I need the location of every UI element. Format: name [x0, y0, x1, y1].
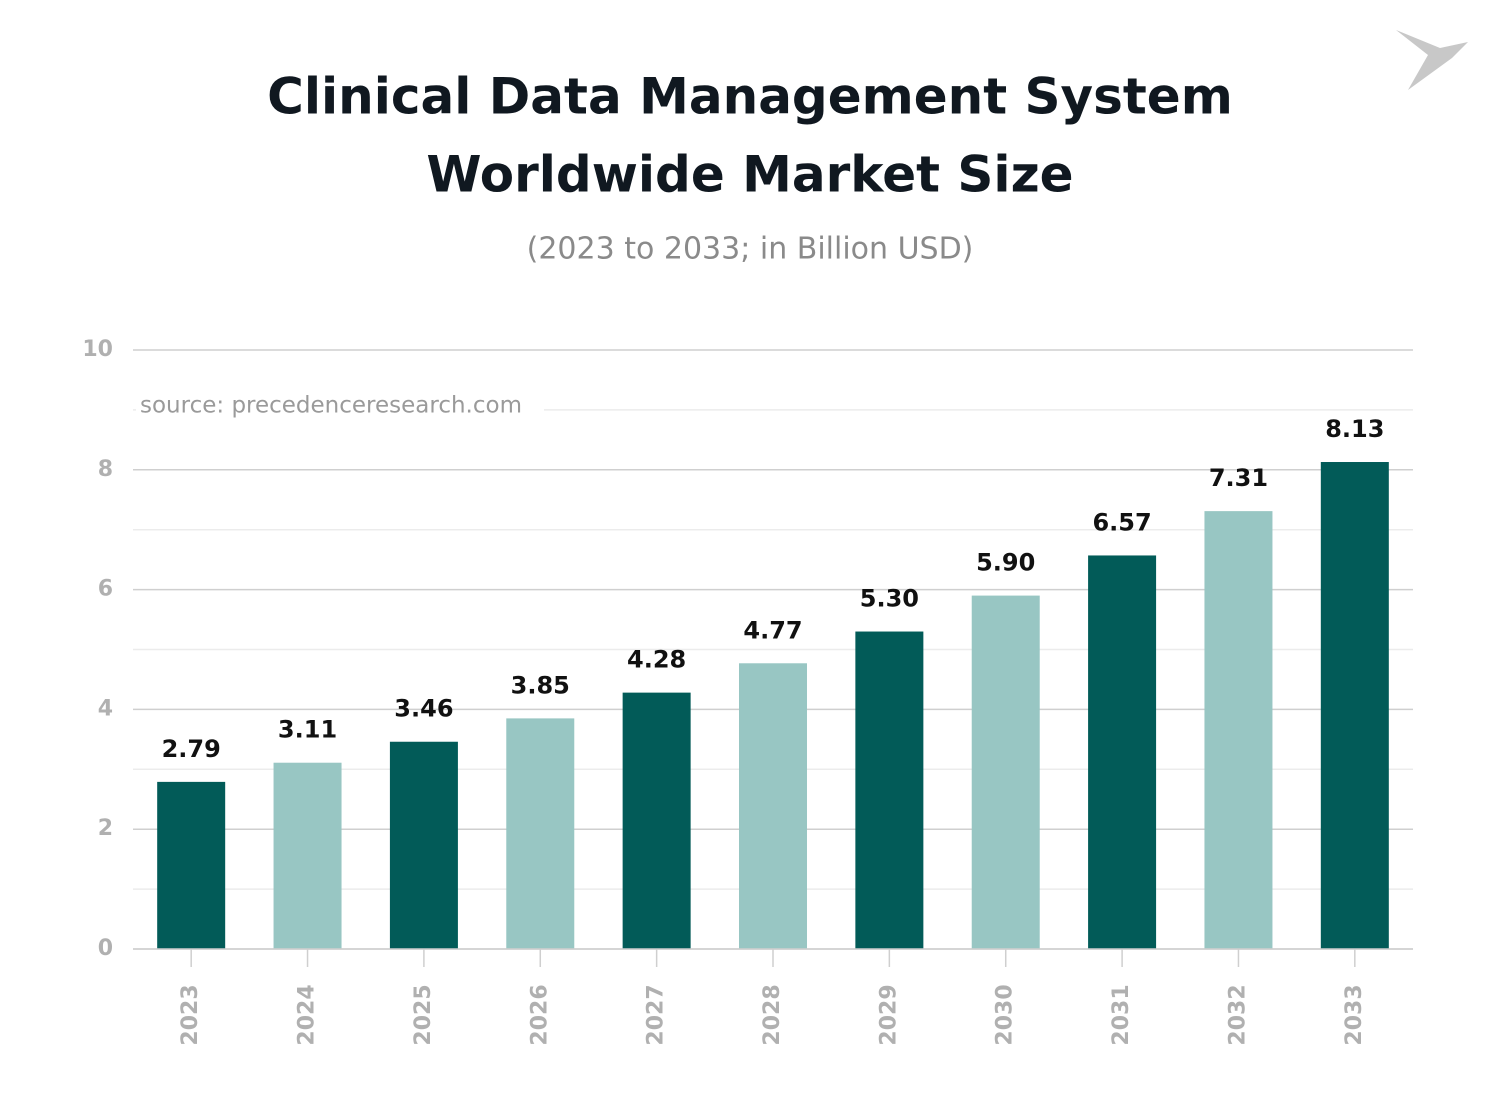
- value-label: 3.85: [511, 671, 570, 699]
- bar: [273, 762, 342, 949]
- x-tick-label: 2029: [876, 984, 901, 1045]
- y-tick-label: 4: [98, 696, 113, 721]
- value-label: 3.11: [278, 716, 337, 744]
- x-tick-label: 2023: [178, 984, 203, 1045]
- bar: [1088, 555, 1157, 949]
- x-tick-label: 2032: [1225, 984, 1250, 1045]
- bar: [971, 595, 1040, 949]
- logo-bird: [1396, 30, 1468, 90]
- x-tick-label: 2027: [644, 984, 669, 1045]
- value-label: 5.90: [976, 549, 1035, 577]
- x-tick-label: 2031: [1109, 984, 1134, 1045]
- x-tick-label: 2033: [1342, 984, 1367, 1045]
- y-tick-label: 10: [82, 337, 113, 362]
- y-tick-label: 6: [98, 577, 113, 602]
- value-label: 7.31: [1209, 464, 1268, 492]
- x-tick-label: 2026: [527, 984, 552, 1045]
- x-tick-label: 2028: [760, 984, 785, 1045]
- x-tick-label: 2025: [411, 984, 436, 1045]
- chart-title: Worldwide Market Size: [426, 146, 1073, 204]
- value-label: 2.79: [162, 735, 221, 763]
- source-note: source: precedenceresearch.com: [140, 393, 522, 419]
- bar: [1320, 462, 1389, 949]
- bar: [739, 663, 807, 949]
- bar: [1204, 511, 1273, 949]
- logo: [1396, 30, 1468, 90]
- y-tick-label: 2: [98, 816, 113, 841]
- chart-subtitle: (2023 to 2033; in Billion USD): [527, 232, 974, 267]
- chart-title: Clinical Data Management System: [267, 68, 1233, 126]
- y-tick-label: 0: [98, 936, 113, 961]
- value-label: 8.13: [1325, 415, 1384, 443]
- bar: [506, 718, 575, 949]
- value-label: 4.28: [627, 646, 686, 674]
- value-label: 6.57: [1092, 508, 1151, 536]
- bar: [389, 741, 458, 949]
- value-label: 4.77: [743, 616, 802, 644]
- x-tick-label: 2024: [295, 984, 320, 1045]
- x-tick-label: 2030: [993, 984, 1018, 1045]
- bar: [622, 692, 691, 949]
- bar: [855, 631, 924, 949]
- annotation-bg: [136, 390, 544, 422]
- value-label: 5.30: [860, 585, 919, 613]
- y-tick-label: 8: [98, 457, 113, 482]
- value-label: 3.46: [394, 695, 453, 723]
- bar: [157, 781, 226, 949]
